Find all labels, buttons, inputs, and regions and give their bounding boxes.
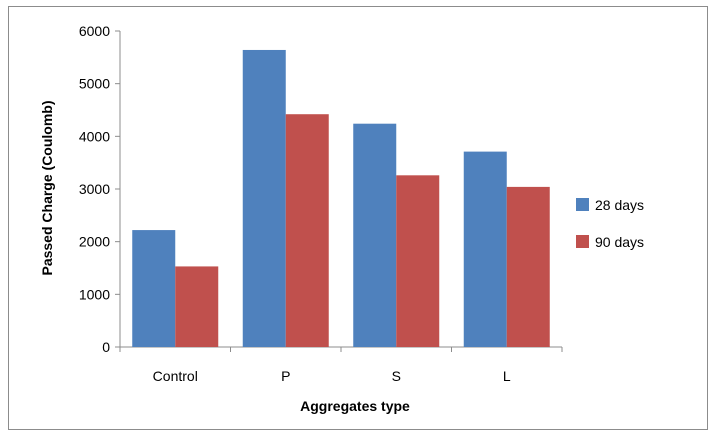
x-tick-label: Control xyxy=(153,368,198,384)
legend-swatch xyxy=(576,235,589,248)
bar-l-28-days xyxy=(463,151,507,347)
y-axis-title: Passed Charge (Coulomb) xyxy=(39,100,55,275)
y-tick-label: 1000 xyxy=(79,286,110,302)
x-ticks: Control P S L xyxy=(119,347,563,384)
bar-l-90-days xyxy=(506,186,550,347)
bar-p-28-days xyxy=(242,49,286,348)
y-tick-label: 5000 xyxy=(79,76,110,92)
legend-label: 90 days xyxy=(595,234,644,250)
y-tick-label: 6000 xyxy=(79,23,110,39)
legend-swatch xyxy=(576,198,589,211)
x-tick-label: S xyxy=(392,368,401,384)
legend-label: 28 days xyxy=(595,197,644,213)
x-axis-title: Aggregates type xyxy=(300,398,410,414)
x-tick-label: P xyxy=(281,368,290,384)
bar-control-28-days xyxy=(132,230,176,347)
y-tick-label: 0 xyxy=(102,339,110,355)
bars xyxy=(132,49,550,348)
bar-s-90-days xyxy=(396,175,440,347)
x-tick-label: L xyxy=(503,368,511,384)
y-ticks: 0 1000 2000 3000 4000 5000 6000 xyxy=(79,23,120,355)
y-tick-label: 3000 xyxy=(79,181,110,197)
y-tick-label: 2000 xyxy=(79,234,110,250)
y-tick-label: 4000 xyxy=(79,128,110,144)
legend: 28 days 90 days xyxy=(576,197,644,250)
bar-s-28-days xyxy=(353,123,397,348)
bar-control-90-days xyxy=(175,266,219,347)
bar-p-90-days xyxy=(285,114,329,347)
